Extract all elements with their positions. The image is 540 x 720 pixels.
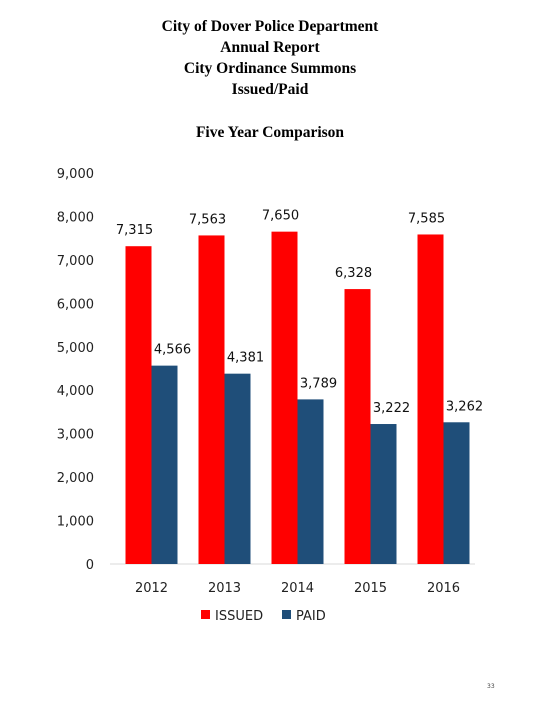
x-tick-label: 2015 [354, 581, 387, 596]
paid-bar [297, 399, 324, 564]
issued-bar [198, 235, 225, 564]
y-tick-label: 8,000 [57, 210, 94, 225]
issued-data-label: 7,585 [408, 211, 445, 226]
y-tick-label: 0 [86, 558, 94, 573]
legend-label: PAID [296, 609, 326, 624]
header-line-1: City of Dover Police Department [161, 18, 379, 35]
paid-bar [151, 365, 178, 564]
y-tick-label: 9,000 [57, 167, 94, 182]
issued-data-label: 7,650 [262, 209, 299, 224]
legend-swatch [201, 610, 210, 619]
paid-bar [370, 424, 397, 564]
y-tick-label: 2,000 [57, 471, 94, 486]
report-header: City of Dover Police Department Annual R… [0, 16, 540, 100]
header-line-2: Annual Report [220, 39, 320, 56]
paid-data-label: 3,222 [373, 401, 410, 416]
y-tick-label: 4,000 [57, 384, 94, 399]
y-tick-label: 5,000 [57, 341, 94, 356]
issued-bar [344, 289, 371, 564]
issued-data-label: 7,563 [189, 212, 226, 227]
issued-bar [271, 231, 298, 564]
issued-bar [417, 234, 444, 565]
y-tick-label: 1,000 [57, 515, 94, 530]
paid-data-label: 4,566 [154, 343, 191, 358]
issued-bar [125, 246, 152, 564]
header-line-4: Issued/Paid [231, 81, 309, 98]
paid-data-label: 3,789 [300, 376, 337, 391]
y-tick-label: 6,000 [57, 297, 94, 312]
x-tick-label: 2014 [281, 581, 314, 596]
x-tick-label: 2012 [135, 581, 168, 596]
chart-title: Five Year Comparison [195, 124, 345, 141]
legend-label: ISSUED [215, 609, 263, 624]
paid-data-label: 3,262 [446, 399, 483, 414]
issued-data-label: 7,315 [116, 223, 153, 238]
x-tick-label: 2016 [427, 581, 460, 596]
page-number: 33 [487, 683, 495, 690]
y-tick-label: 7,000 [57, 254, 94, 269]
x-tick-label: 2013 [208, 581, 241, 596]
issued-data-label: 6,328 [335, 266, 372, 281]
y-tick-label: 3,000 [57, 428, 94, 443]
paid-bar [224, 373, 251, 564]
paid-data-label: 4,381 [227, 351, 264, 366]
legend-swatch [282, 610, 291, 619]
paid-bar [443, 422, 470, 564]
header-line-3: City Ordinance Summons [183, 60, 357, 77]
